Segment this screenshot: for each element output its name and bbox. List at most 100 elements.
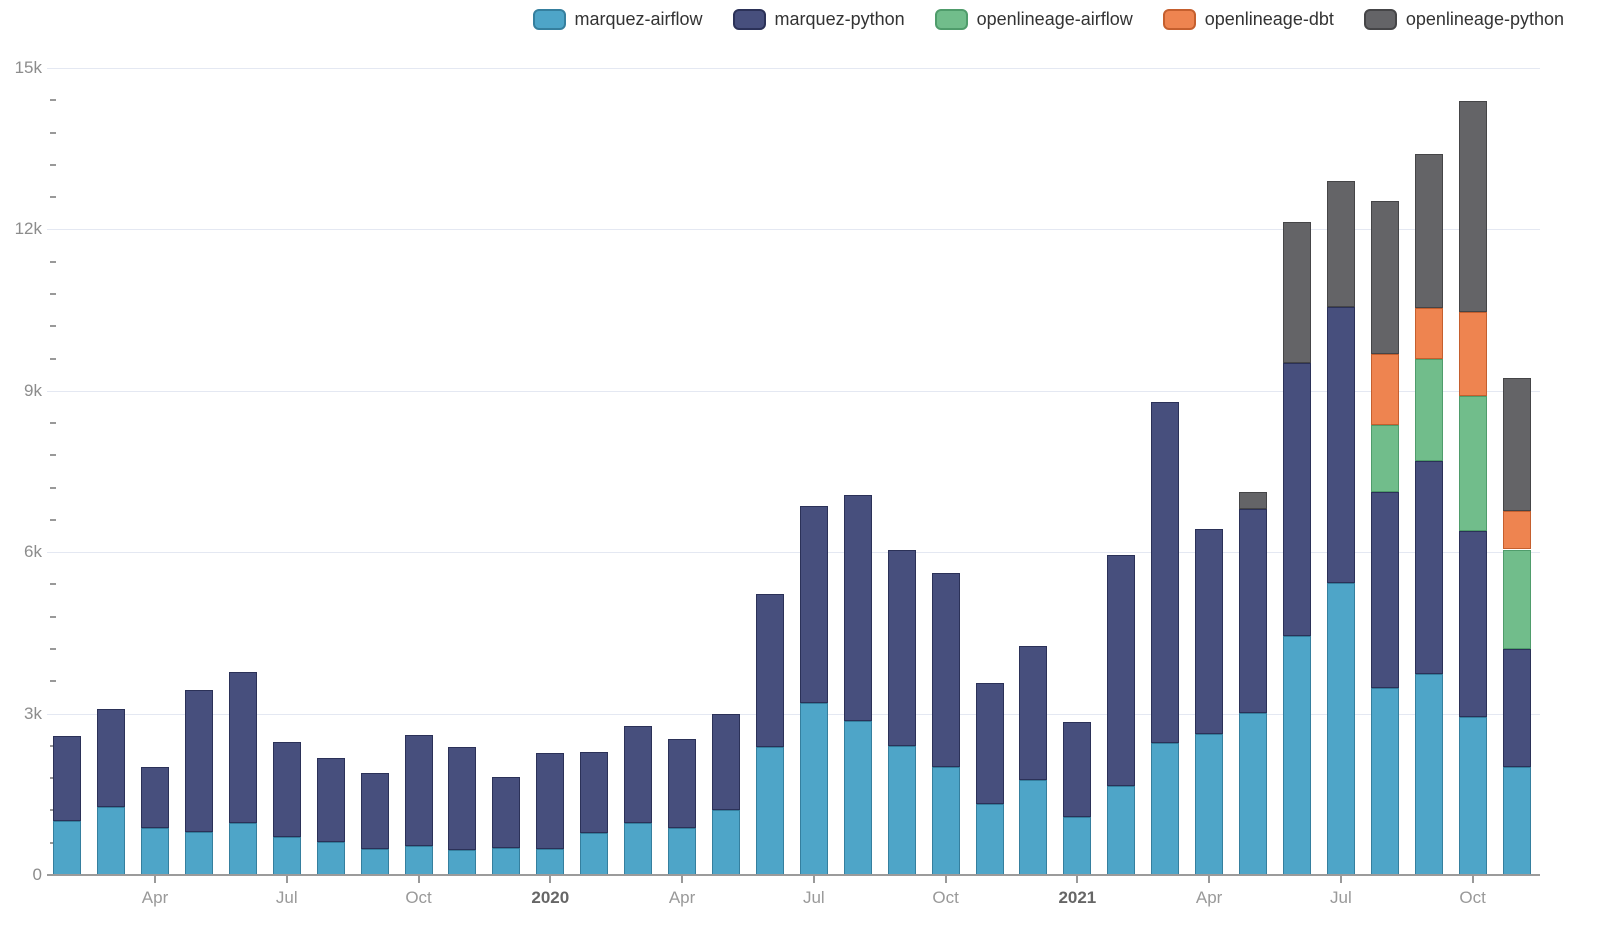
bar-segment[interactable] [1195,529,1224,734]
y-minor-tick [50,486,56,489]
bar-segment[interactable] [1414,307,1443,359]
bar-segment[interactable] [887,549,916,746]
bar-segment[interactable] [141,767,170,829]
bar-segment[interactable] [360,772,389,850]
bar-segment[interactable] [712,810,740,875]
bar-segment[interactable] [755,593,784,748]
bar-segment[interactable] [1502,649,1531,767]
bar-segment[interactable] [755,747,784,875]
y-minor-tick [50,615,56,618]
bar-segment[interactable] [668,739,697,828]
bar-segment[interactable] [97,709,126,807]
bar-segment[interactable] [184,689,213,833]
x-axis-tick [681,876,684,883]
bar-segment[interactable] [1195,733,1224,875]
legend-item-openlineage-python[interactable]: openlineage-python [1363,9,1564,30]
y-minor-tick [50,260,56,263]
bar-segment[interactable] [53,736,82,822]
bar-segment[interactable] [1370,688,1399,875]
bar-segment[interactable] [1282,363,1311,637]
bar-segment[interactable] [624,725,653,824]
bar-segment[interactable] [1326,307,1355,583]
bar-segment[interactable] [404,735,433,847]
bar-segment[interactable] [536,848,565,875]
bar-segment[interactable] [1370,201,1399,354]
bar-segment[interactable] [53,821,82,875]
bar-segment[interactable] [1151,402,1180,744]
bar-segment[interactable] [404,846,433,875]
bar-segment[interactable] [1414,460,1443,675]
legend-item-openlineage-dbt[interactable]: openlineage-dbt [1162,9,1334,30]
gridline-3000 [47,713,1540,715]
bar-segment[interactable] [580,833,609,875]
bar-segment[interactable] [448,746,477,851]
bar-segment[interactable] [931,767,960,875]
bar-segment[interactable] [1370,491,1399,689]
bar-segment[interactable] [1370,353,1399,426]
bar-segment[interactable] [1370,425,1399,492]
bar-segment[interactable] [141,828,170,875]
bar-segment[interactable] [931,572,960,768]
bar-segment[interactable] [887,745,916,875]
bar-segment[interactable] [1458,716,1487,875]
bar-segment[interactable] [492,848,521,875]
bar-segment[interactable] [1326,180,1355,308]
bar-segment[interactable] [448,850,477,875]
bar-segment[interactable] [272,742,301,838]
bar-segment[interactable] [1502,511,1531,550]
gridline-9000 [47,390,1540,392]
bar-segment[interactable] [668,827,697,875]
bar-segment[interactable] [1107,785,1136,875]
bar-segment[interactable] [1458,312,1487,396]
bar-segment[interactable] [1239,712,1268,875]
bar-segment[interactable] [1458,100,1487,313]
bar-segment[interactable] [1019,646,1048,781]
bar-segment[interactable] [975,803,1004,875]
bar-segment[interactable] [624,823,653,875]
bar-segment[interactable] [1502,766,1531,875]
y-minor-tick [50,454,56,457]
bar-segment[interactable] [228,823,257,875]
bar-segment[interactable] [184,832,213,875]
bar-segment[interactable] [536,752,565,849]
bar-segment[interactable] [1502,378,1531,512]
bar-segment[interactable] [1502,549,1531,650]
bar-segment[interactable] [799,505,828,704]
bar-segment[interactable] [1063,816,1092,875]
x-axis-tick [1471,876,1474,883]
bar-segment[interactable] [316,841,345,875]
bar-segment[interactable] [1107,554,1136,786]
x-axis-label: 2021 [1058,888,1097,907]
bar-segment[interactable] [316,757,345,842]
bar-segment[interactable] [492,777,521,849]
legend-item-marquez-python[interactable]: marquez-python [732,9,905,30]
bar-segment[interactable] [1063,721,1092,817]
bar-segment[interactable] [360,849,389,875]
bar-segment[interactable] [272,837,301,875]
bar-segment[interactable] [1458,530,1487,717]
bar-segment[interactable] [799,703,828,875]
x-axis-label: Oct [1459,888,1486,907]
bar-segment[interactable] [1239,509,1268,713]
bar-segment[interactable] [843,721,872,875]
bar-segment[interactable] [1019,780,1048,875]
x-axis-label: Apr [1195,888,1223,907]
bar-segment[interactable] [1151,743,1180,875]
bar-segment[interactable] [1414,154,1443,308]
bar-segment[interactable] [1414,358,1443,461]
bar-segment[interactable] [97,806,126,875]
bar-segment[interactable] [1458,395,1487,531]
bar-segment[interactable] [843,495,872,722]
bar-segment[interactable] [228,672,257,824]
bar-segment[interactable] [712,713,740,811]
bar-segment[interactable] [975,682,1004,804]
bar-segment[interactable] [1239,491,1268,510]
legend-item-openlineage-airflow[interactable]: openlineage-airflow [934,9,1133,30]
bar-segment[interactable] [1282,222,1311,364]
legend-item-marquez-airflow[interactable]: marquez-airflow [532,9,703,30]
bar-segment[interactable] [580,752,609,834]
x-axis-label: Oct [932,888,959,907]
bar-segment[interactable] [1414,674,1443,875]
bar-segment[interactable] [1282,636,1311,875]
bar-segment[interactable] [1326,582,1355,875]
